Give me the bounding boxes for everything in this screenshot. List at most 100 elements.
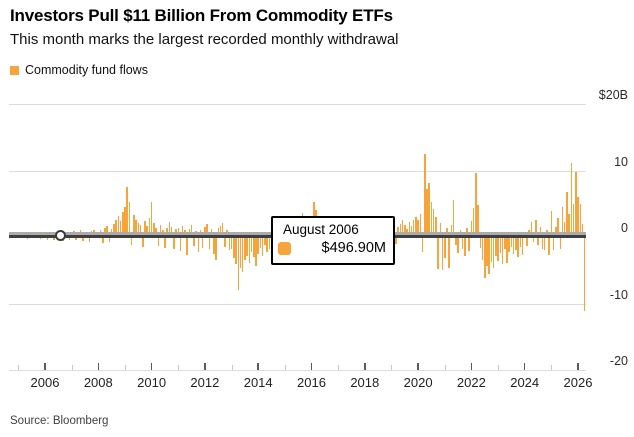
flow-bar[interactable]	[579, 203, 581, 237]
flow-bar[interactable]	[504, 237, 506, 249]
flow-bar[interactable]	[457, 237, 459, 253]
flow-bar[interactable]	[435, 217, 437, 237]
flow-bar[interactable]	[550, 211, 553, 237]
flow-bar[interactable]	[421, 237, 424, 252]
flow-bar[interactable]	[157, 237, 160, 246]
flow-bar[interactable]	[68, 237, 71, 240]
flow-bar[interactable]	[552, 237, 555, 251]
flow-bar[interactable]	[75, 237, 77, 241]
flow-bar[interactable]	[133, 215, 135, 237]
flow-bar[interactable]	[508, 237, 510, 252]
flow-bar[interactable]	[224, 237, 226, 247]
flow-bar[interactable]	[179, 237, 182, 251]
flow-bar[interactable]	[424, 153, 426, 237]
flow-bar[interactable]	[519, 237, 522, 247]
flow-bar[interactable]	[119, 221, 122, 237]
flow-bar[interactable]	[543, 237, 546, 251]
flow-bar[interactable]	[228, 237, 231, 251]
flow-bar[interactable]	[206, 223, 208, 237]
flow-bar[interactable]	[408, 222, 410, 237]
flow-bar[interactable]	[261, 237, 264, 257]
flow-bar[interactable]	[568, 213, 570, 237]
flow-bar[interactable]	[150, 202, 153, 237]
flow-bar[interactable]	[239, 237, 242, 268]
flow-bar[interactable]	[135, 219, 137, 237]
flow-bar[interactable]	[221, 223, 224, 237]
flow-bar[interactable]	[521, 237, 524, 255]
flow-bar[interactable]	[450, 225, 453, 237]
flow-bar[interactable]	[399, 223, 402, 237]
flow-bar[interactable]	[570, 162, 573, 237]
flow-bar[interactable]	[470, 221, 473, 237]
flow-bar[interactable]	[559, 237, 562, 249]
flow-bar[interactable]	[468, 237, 470, 251]
flow-bar[interactable]	[395, 237, 397, 244]
flow-bar[interactable]	[186, 237, 188, 255]
flow-bar[interactable]	[164, 237, 166, 248]
flow-bar[interactable]	[215, 237, 217, 260]
flow-bar[interactable]	[452, 200, 455, 237]
flow-bar[interactable]	[437, 237, 439, 269]
flow-bar[interactable]	[583, 237, 586, 312]
flow-bar[interactable]	[412, 219, 415, 237]
flow-bar[interactable]	[173, 237, 175, 249]
flow-bar[interactable]	[535, 220, 537, 237]
flow-bar[interactable]	[253, 237, 255, 257]
flow-bar[interactable]	[168, 222, 171, 237]
flow-bar[interactable]	[499, 237, 502, 253]
flow-bar[interactable]	[237, 237, 239, 290]
flow-bar[interactable]	[537, 237, 539, 245]
flow-bar[interactable]	[213, 237, 215, 255]
flow-bar[interactable]	[541, 237, 544, 249]
flow-bar[interactable]	[130, 237, 133, 245]
flow-bar[interactable]	[506, 237, 508, 263]
flow-bar[interactable]	[492, 237, 495, 269]
flow-bar[interactable]	[208, 237, 211, 249]
flow-bar[interactable]	[572, 203, 575, 237]
flow-bar[interactable]	[257, 237, 259, 254]
flow-bar[interactable]	[139, 225, 142, 237]
flow-bar[interactable]	[439, 223, 442, 237]
flow-bar[interactable]	[250, 237, 253, 252]
flow-bar[interactable]	[255, 237, 257, 267]
flow-bar[interactable]	[137, 223, 140, 237]
flow-bar[interactable]	[230, 237, 233, 249]
flow-bar[interactable]	[512, 237, 515, 254]
flow-bar[interactable]	[475, 173, 477, 237]
flow-bar[interactable]	[430, 201, 433, 237]
flow-bar[interactable]	[241, 237, 244, 272]
flow-bar[interactable]	[577, 197, 579, 237]
flow-bar[interactable]	[575, 172, 577, 237]
flow-bar[interactable]	[441, 237, 444, 271]
flow-bar[interactable]	[417, 219, 419, 237]
flow-bar[interactable]	[455, 237, 457, 245]
flow-bar[interactable]	[486, 237, 488, 266]
flow-bar[interactable]	[490, 237, 493, 263]
flow-bar[interactable]	[419, 214, 422, 237]
flow-bar[interactable]	[19, 237, 22, 239]
flow-bar[interactable]	[561, 207, 564, 237]
flow-bar[interactable]	[264, 237, 266, 245]
flow-bar[interactable]	[401, 220, 404, 237]
flow-bar[interactable]	[259, 237, 262, 248]
flow-bar[interactable]	[404, 225, 406, 237]
flow-bar[interactable]	[479, 237, 482, 248]
flow-bar[interactable]	[464, 237, 466, 256]
flow-bar[interactable]	[517, 237, 519, 257]
flow-bar[interactable]	[159, 225, 162, 237]
flow-bar[interactable]	[563, 222, 566, 237]
flow-bar[interactable]	[266, 237, 268, 252]
flow-bar[interactable]	[233, 237, 235, 259]
flow-bar[interactable]	[484, 237, 486, 278]
flow-bar[interactable]	[142, 237, 144, 247]
flow-bar[interactable]	[428, 183, 430, 237]
flow-bar[interactable]	[115, 219, 117, 237]
flow-bar[interactable]	[235, 237, 237, 265]
flow-bar[interactable]	[128, 202, 131, 237]
flow-bar[interactable]	[144, 221, 146, 237]
flow-bar[interactable]	[122, 211, 124, 237]
flow-bar[interactable]	[88, 237, 91, 242]
flow-bar[interactable]	[515, 237, 517, 251]
flow-bar[interactable]	[248, 237, 251, 263]
flow-bar[interactable]	[530, 222, 533, 237]
